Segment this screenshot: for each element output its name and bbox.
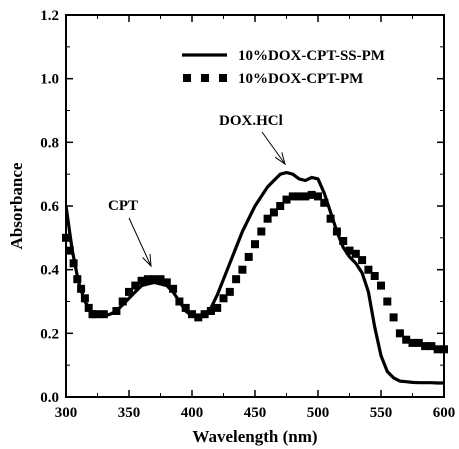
x-tick-label: 500: [307, 405, 330, 421]
series-marker-1: [213, 303, 222, 312]
legend-label-0: 10%DOX-CPT-SS-PM: [238, 48, 385, 64]
x-tick-label: 300: [55, 405, 78, 421]
series-marker-1: [427, 342, 436, 351]
series-marker-1: [232, 275, 241, 284]
x-tick-label: 350: [118, 405, 141, 421]
series-marker-1: [99, 310, 108, 319]
series-marker-1: [219, 294, 228, 303]
series-marker-1: [131, 281, 140, 290]
series-marker-1: [200, 310, 209, 319]
series-marker-1: [358, 256, 367, 265]
series-marker-1: [244, 252, 253, 261]
series-marker-1: [339, 237, 348, 245]
series-marker-1: [320, 198, 329, 207]
y-tick-label: 1.2: [40, 8, 59, 24]
series-marker-1: [440, 345, 448, 354]
series-marker-1: [257, 227, 266, 236]
series-marker-1: [351, 249, 360, 258]
annotation-arrowhead-1: [274, 152, 286, 166]
series-marker-1: [188, 310, 196, 319]
x-tick-label: 550: [370, 405, 393, 421]
legend-marker-1: [201, 74, 209, 82]
series-marker-1: [383, 297, 392, 306]
series-marker-1: [77, 284, 86, 293]
series-marker-1: [326, 214, 335, 223]
y-tick-label: 0.0: [40, 390, 59, 406]
x-tick-label: 400: [181, 405, 204, 421]
series-marker-1: [370, 272, 379, 280]
series-marker-1: [62, 233, 70, 242]
annotation-label-0: CPT: [108, 198, 138, 214]
series-marker-1: [169, 284, 178, 293]
annotation-label-1: DOX.HCl: [219, 113, 283, 129]
series-marker-1: [162, 278, 171, 287]
series-marker-1: [301, 192, 310, 201]
series-marker-1: [269, 208, 278, 217]
series-marker-1: [402, 335, 411, 344]
series-marker-1: [156, 275, 165, 284]
series-marker-1: [137, 276, 146, 285]
series-line-0: [66, 171, 444, 385]
series-marker-1: [225, 287, 234, 296]
legend-label-1: 10%DOX-CPT-PM: [238, 71, 363, 87]
series-marker-1: [175, 297, 184, 306]
series-marker-1: [307, 190, 316, 199]
legend-marker-1: [219, 74, 227, 82]
y-axis-label: Absorbance: [7, 162, 26, 249]
series-marker-1: [181, 303, 190, 312]
series-marker-1: [314, 192, 322, 201]
y-tick-label: 1.0: [40, 72, 59, 88]
legend-marker-1: [183, 74, 191, 82]
series-marker-1: [288, 192, 297, 201]
annotation-arrow-1: [261, 131, 286, 165]
series-marker-1: [65, 246, 74, 255]
series-marker-1: [364, 265, 373, 274]
series-marker-1: [295, 192, 304, 201]
y-tick-label: 0.6: [40, 199, 59, 215]
series-marker-1: [194, 313, 203, 322]
series-marker-1: [377, 281, 385, 290]
series-marker-1: [92, 310, 101, 319]
series-marker-1: [282, 195, 291, 204]
y-tick-label: 0.8: [40, 135, 59, 151]
series-marker-1: [112, 307, 121, 315]
x-axis-label: Wavelength (nm): [192, 427, 317, 446]
series-marker-1: [80, 294, 89, 303]
x-tick-label: 600: [433, 405, 456, 421]
series-marker-1: [84, 303, 93, 312]
series-marker-1: [118, 297, 127, 306]
series-marker-1: [332, 227, 341, 236]
y-tick-label: 0.2: [40, 326, 59, 342]
series-marker-1: [433, 345, 442, 354]
series-marker-1: [263, 214, 272, 223]
y-tick-label: 0.4: [40, 263, 59, 279]
series-marker-1: [395, 329, 404, 338]
annotation-arrowhead-0: [142, 253, 152, 268]
series-marker-1: [345, 246, 354, 255]
series-marker-1: [408, 338, 417, 347]
series-marker-1: [150, 275, 159, 284]
series-marker-1: [206, 307, 215, 315]
series-marker-1: [143, 275, 152, 284]
series-marker-1: [251, 240, 259, 249]
series-marker-1: [414, 338, 423, 347]
series-marker-1: [125, 287, 133, 296]
series-marker-1: [238, 265, 247, 274]
series-marker-1: [73, 275, 82, 284]
series-marker-1: [389, 313, 398, 322]
series-marker-1: [276, 202, 285, 210]
x-tick-label: 450: [244, 405, 267, 421]
series-marker-1: [69, 259, 78, 268]
annotation-arrow-0: [128, 217, 152, 267]
series-marker-1: [421, 342, 430, 351]
